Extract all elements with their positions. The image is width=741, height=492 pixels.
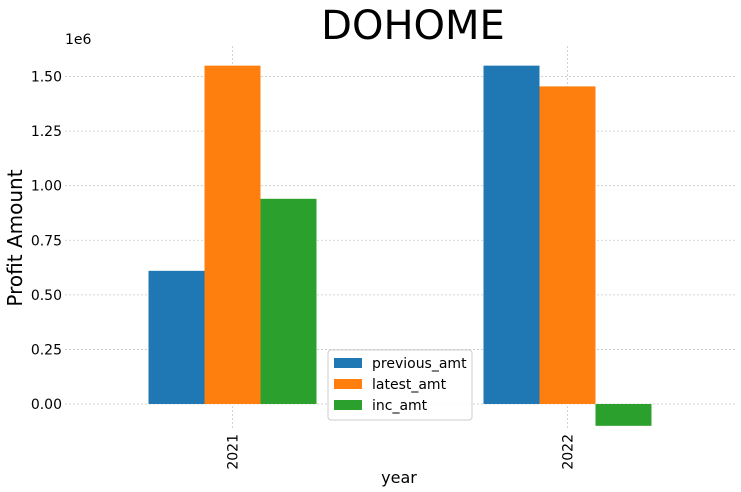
y-axis-title: Profit Amount bbox=[3, 169, 27, 306]
bar-latest_amt-2021 bbox=[204, 65, 261, 404]
legend-box bbox=[327, 349, 473, 421]
y-tick-label: 1.25 bbox=[31, 124, 62, 140]
bar-inc_amt-2021 bbox=[260, 198, 317, 404]
y-tick-label: 0.25 bbox=[31, 342, 62, 358]
bar-inc_amt-2022 bbox=[595, 403, 652, 426]
bar-latest_amt-2022 bbox=[539, 86, 596, 404]
y-tick-label: 0.75 bbox=[31, 233, 62, 249]
x-axis-title: year bbox=[381, 468, 417, 487]
legend-swatch-latest_amt bbox=[334, 379, 362, 389]
bars bbox=[148, 65, 652, 426]
legend: previous_amt latest_amt inc_amt bbox=[327, 349, 473, 421]
legend-label-previous_amt: previous_amt bbox=[372, 356, 467, 372]
legend-swatch-inc_amt bbox=[334, 400, 362, 410]
chart-title: DOHOME bbox=[321, 3, 505, 49]
y-tick-label: 0.00 bbox=[31, 397, 62, 413]
y-axis-offset-label: 1e6 bbox=[65, 32, 92, 48]
y-tick-label: 1.00 bbox=[31, 179, 62, 195]
y-tick-label: 0.50 bbox=[31, 288, 62, 304]
bar-previous_amt-2022 bbox=[483, 65, 540, 404]
x-tick-label: 2022 bbox=[561, 434, 577, 470]
x-tick-label: 2021 bbox=[226, 434, 242, 470]
y-axis-ticks: 0.00 0.25 0.50 0.75 1.00 1.25 1.50 bbox=[31, 70, 62, 413]
legend-swatch-previous_amt bbox=[334, 358, 362, 368]
legend-label-inc_amt: inc_amt bbox=[372, 398, 428, 414]
x-axis-ticks: 2021 2022 bbox=[226, 434, 577, 470]
legend-label-latest_amt: latest_amt bbox=[372, 377, 447, 393]
y-tick-label: 1.50 bbox=[31, 70, 62, 86]
bar-previous_amt-2021 bbox=[148, 270, 205, 404]
